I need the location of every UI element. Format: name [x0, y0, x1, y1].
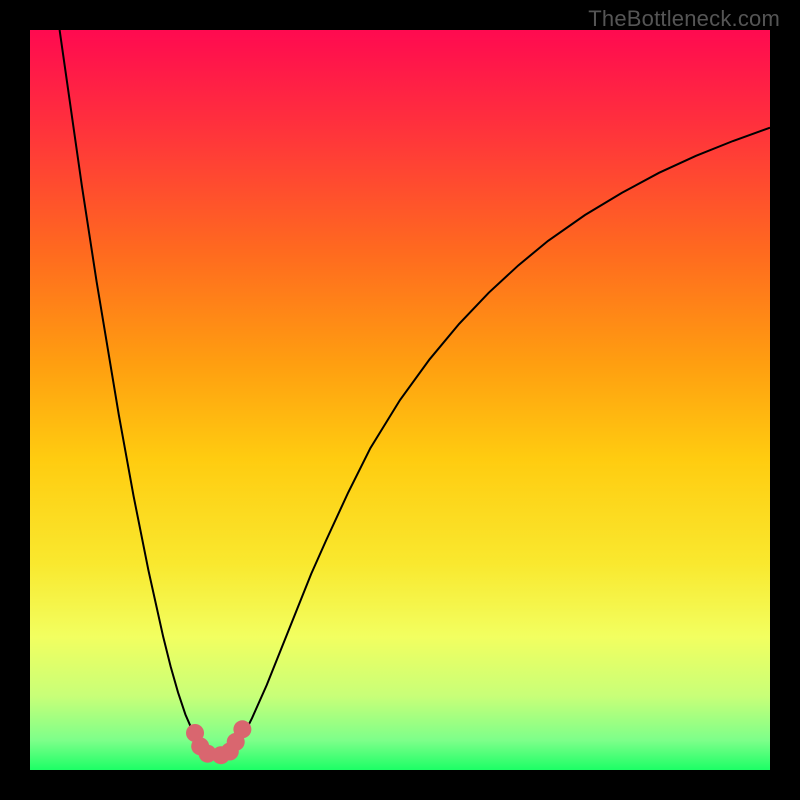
chart-frame: TheBottleneck.com — [0, 0, 800, 800]
watermark-text: TheBottleneck.com — [588, 6, 780, 32]
highlight-marker — [233, 720, 251, 738]
bottleneck-curve-chart — [0, 0, 800, 800]
